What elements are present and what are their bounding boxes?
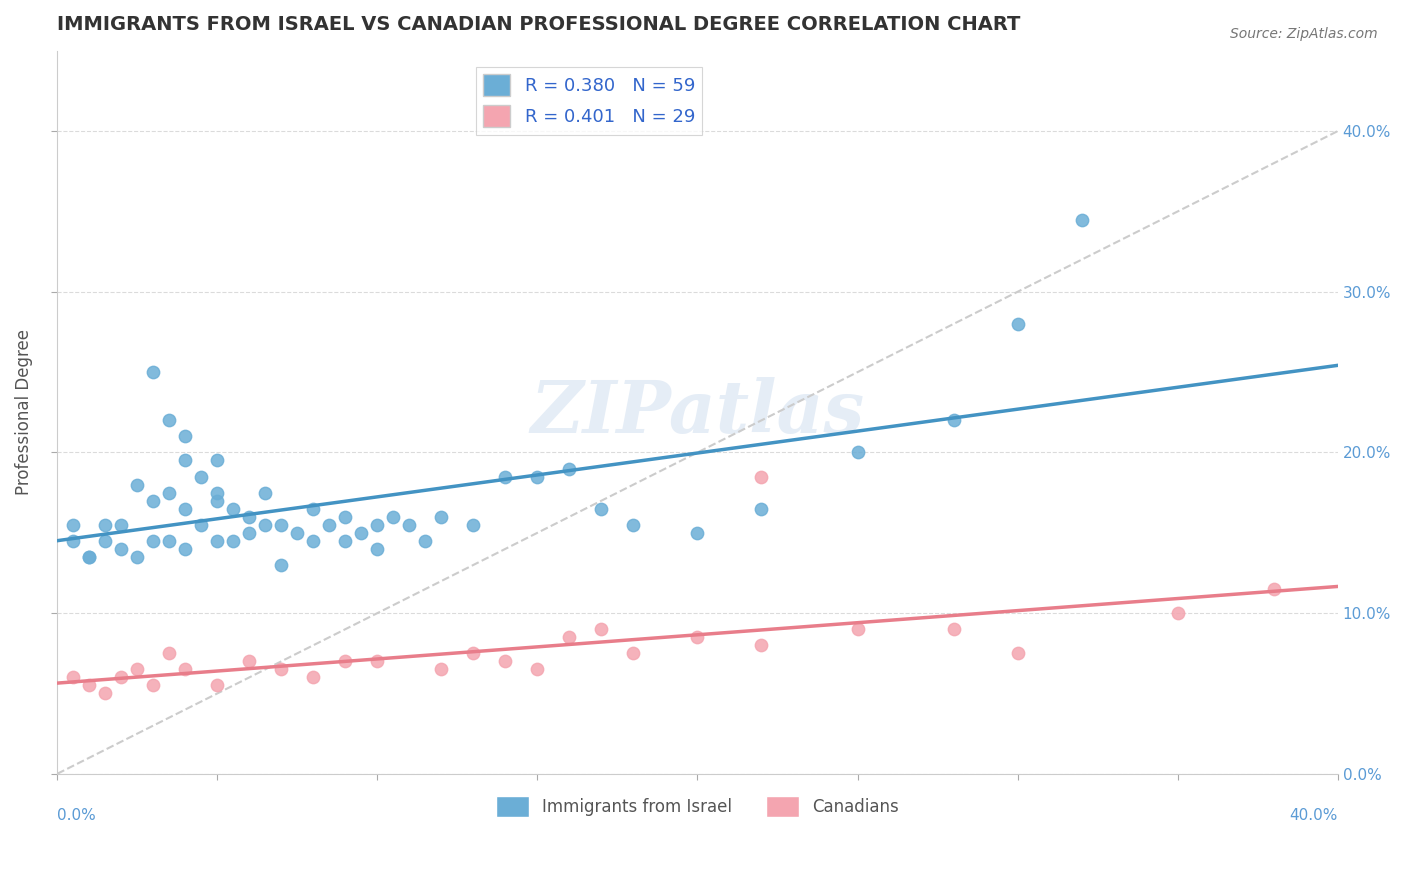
Point xyxy=(366,517,388,532)
Point xyxy=(302,670,325,684)
Point xyxy=(207,493,229,508)
Point xyxy=(127,662,149,676)
Point xyxy=(238,525,260,540)
Point xyxy=(157,485,180,500)
Point xyxy=(174,453,197,467)
Point xyxy=(285,525,308,540)
Point xyxy=(190,469,212,483)
Text: ZIPatlas: ZIPatlas xyxy=(530,376,865,448)
Point xyxy=(157,646,180,660)
Point xyxy=(751,638,773,652)
Point xyxy=(127,549,149,564)
Point xyxy=(318,517,340,532)
Point xyxy=(238,654,260,668)
Point xyxy=(1007,317,1029,331)
Point xyxy=(174,501,197,516)
Point xyxy=(142,533,165,548)
Point xyxy=(463,517,485,532)
Point xyxy=(1007,646,1029,660)
Point xyxy=(110,670,132,684)
Point xyxy=(846,445,869,459)
Point xyxy=(558,630,581,644)
Point xyxy=(335,509,357,524)
Point xyxy=(62,517,84,532)
Point xyxy=(79,678,101,692)
Text: IMMIGRANTS FROM ISRAEL VS CANADIAN PROFESSIONAL DEGREE CORRELATION CHART: IMMIGRANTS FROM ISRAEL VS CANADIAN PROFE… xyxy=(58,15,1021,34)
Point xyxy=(142,365,165,379)
Point xyxy=(174,541,197,556)
Point xyxy=(207,678,229,692)
Point xyxy=(526,469,548,483)
Point xyxy=(526,662,548,676)
Point xyxy=(623,646,645,660)
Point xyxy=(366,541,388,556)
Point xyxy=(110,541,132,556)
Point xyxy=(430,509,453,524)
Point xyxy=(1167,606,1189,620)
Point xyxy=(62,533,84,548)
Point xyxy=(494,469,516,483)
Legend: R = 0.380   N = 59, R = 0.401   N = 29: R = 0.380 N = 59, R = 0.401 N = 29 xyxy=(477,67,703,135)
Point xyxy=(157,413,180,427)
Text: 40.0%: 40.0% xyxy=(1289,808,1337,823)
Point xyxy=(302,501,325,516)
Point xyxy=(207,485,229,500)
Point xyxy=(110,517,132,532)
Point xyxy=(398,517,420,532)
Point xyxy=(415,533,437,548)
Y-axis label: Professional Degree: Professional Degree xyxy=(15,329,32,495)
Point xyxy=(942,413,965,427)
Point xyxy=(463,646,485,660)
Point xyxy=(190,517,212,532)
Point xyxy=(623,517,645,532)
Point xyxy=(79,549,101,564)
Point xyxy=(591,501,613,516)
Point xyxy=(751,501,773,516)
Point xyxy=(127,477,149,491)
Point xyxy=(94,517,117,532)
Point xyxy=(942,622,965,636)
Point xyxy=(270,662,292,676)
Point xyxy=(62,670,84,684)
Point xyxy=(335,654,357,668)
Point xyxy=(207,533,229,548)
Point xyxy=(430,662,453,676)
Point xyxy=(1263,582,1285,596)
Point xyxy=(157,533,180,548)
Point xyxy=(270,517,292,532)
Point xyxy=(686,630,709,644)
Point xyxy=(382,509,405,524)
Point xyxy=(222,501,245,516)
Point xyxy=(335,533,357,548)
Point xyxy=(94,686,117,700)
Point xyxy=(270,558,292,572)
Point xyxy=(591,622,613,636)
Point xyxy=(142,493,165,508)
Point xyxy=(254,485,277,500)
Point xyxy=(366,654,388,668)
Point xyxy=(686,525,709,540)
Point xyxy=(302,533,325,548)
Point xyxy=(558,461,581,475)
Point xyxy=(174,429,197,443)
Point xyxy=(1070,212,1092,227)
Point xyxy=(79,549,101,564)
Text: 0.0%: 0.0% xyxy=(58,808,96,823)
Point xyxy=(494,654,516,668)
Point xyxy=(238,509,260,524)
Point xyxy=(174,662,197,676)
Point xyxy=(751,469,773,483)
Point xyxy=(222,533,245,548)
Point xyxy=(94,533,117,548)
Point xyxy=(142,678,165,692)
Point xyxy=(846,622,869,636)
Text: Source: ZipAtlas.com: Source: ZipAtlas.com xyxy=(1230,27,1378,41)
Point xyxy=(207,453,229,467)
Point xyxy=(350,525,373,540)
Point xyxy=(254,517,277,532)
